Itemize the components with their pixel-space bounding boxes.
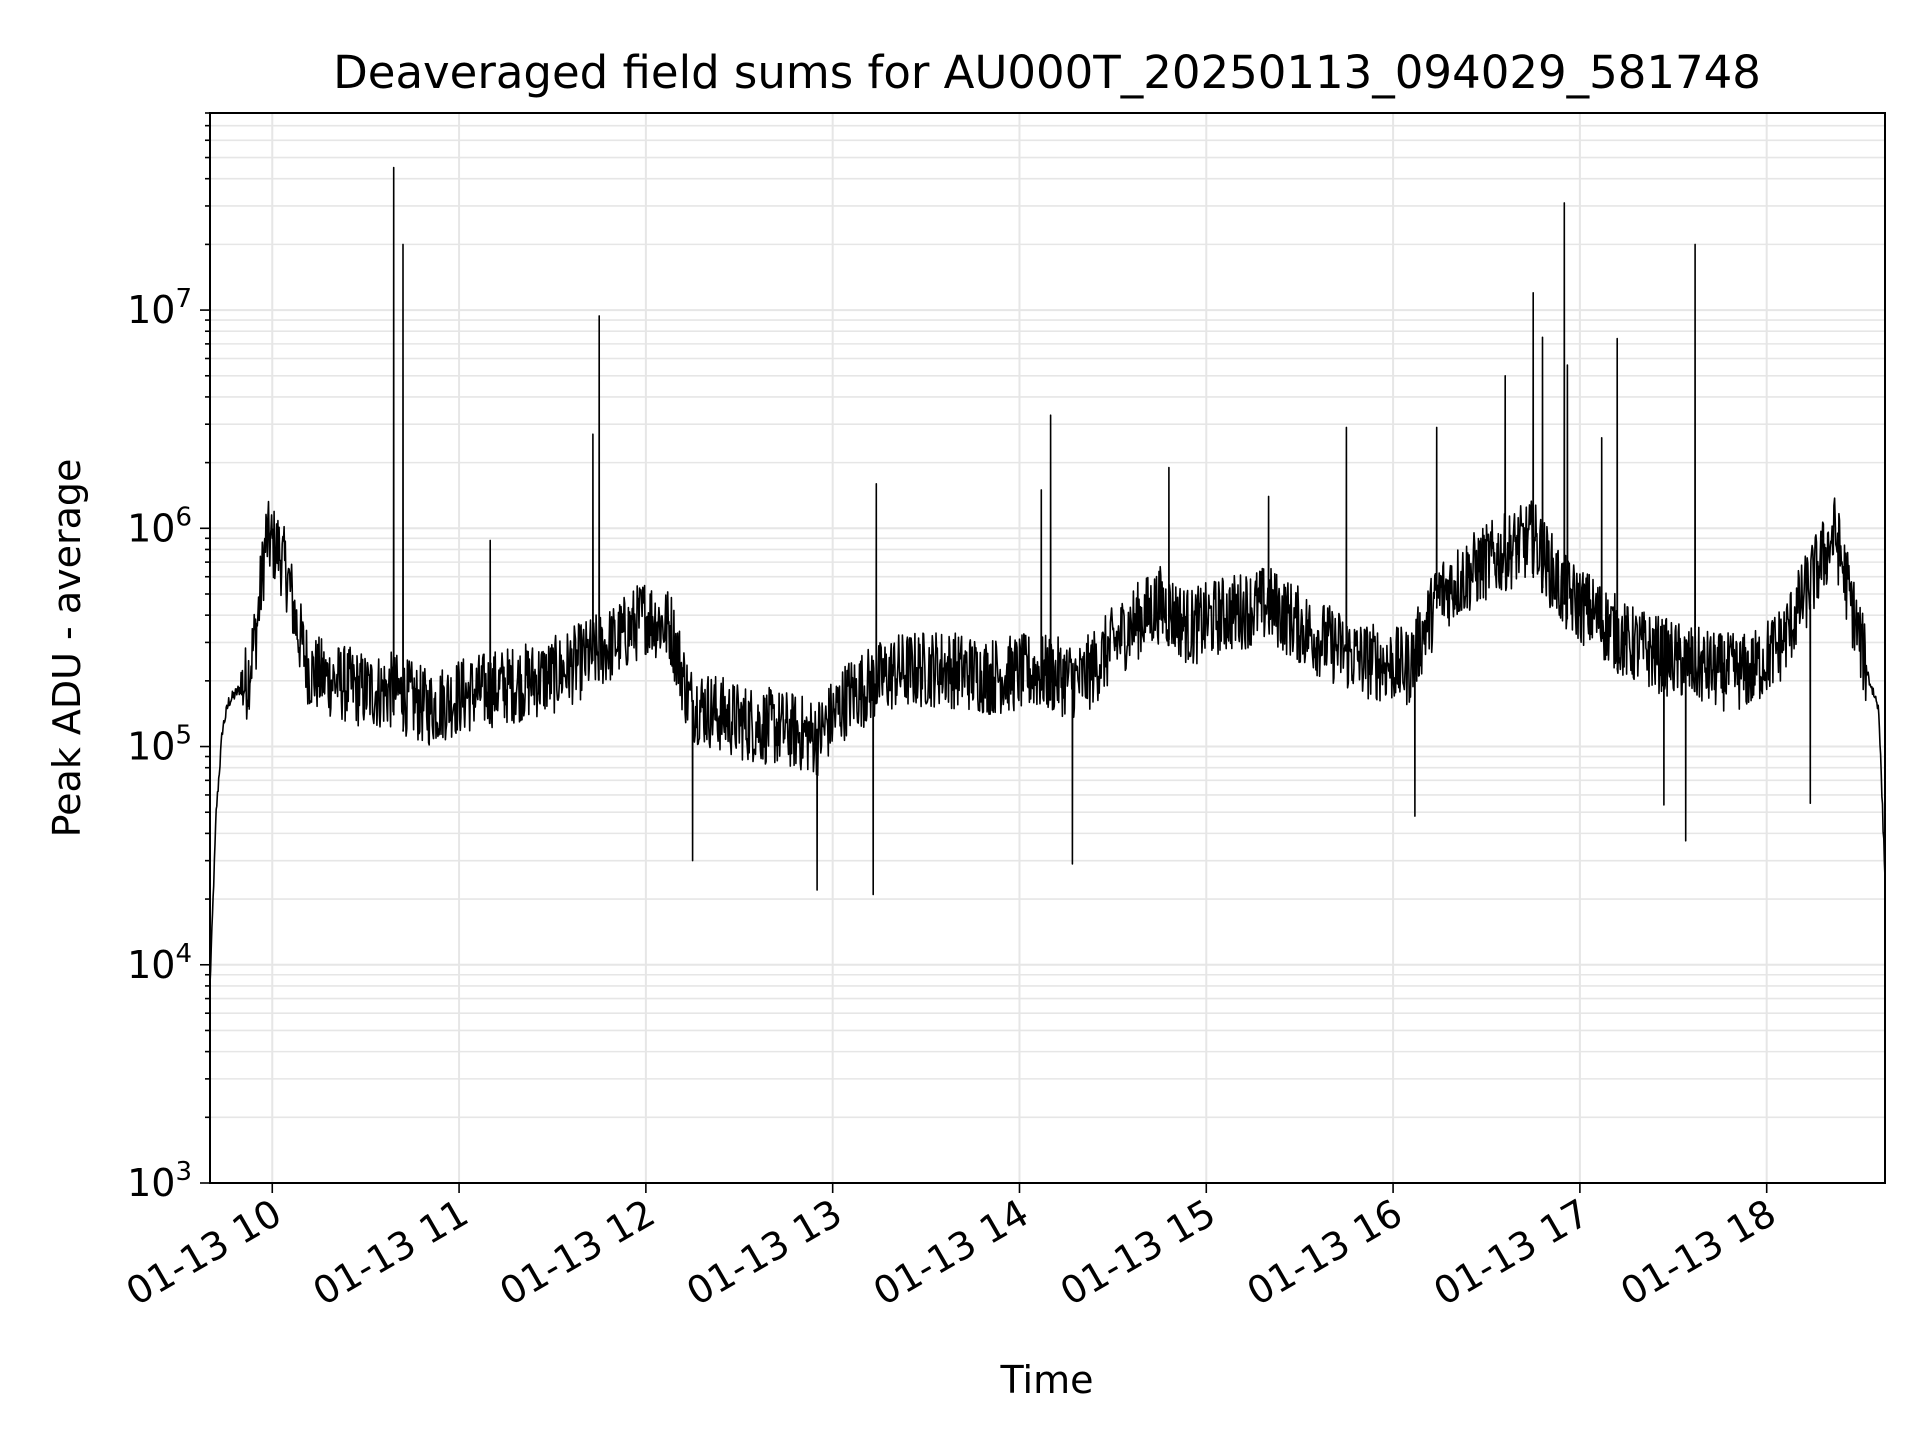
x-axis-label: Time	[1000, 1358, 1094, 1402]
series-layer	[209, 166, 1886, 984]
y-tick-label: 103	[127, 1157, 192, 1205]
y-tick-label: 106	[127, 502, 192, 550]
series-line	[209, 166, 1886, 984]
y-tick-label: 104	[127, 939, 192, 987]
chart-title: Deaveraged field sums for AU000T_2025011…	[333, 46, 1761, 99]
y-axis-label: Peak ADU - average	[45, 459, 89, 838]
y-tick-label: 105	[127, 721, 192, 769]
plot-frame	[209, 112, 1886, 1184]
y-tick-label: 107	[127, 284, 192, 332]
